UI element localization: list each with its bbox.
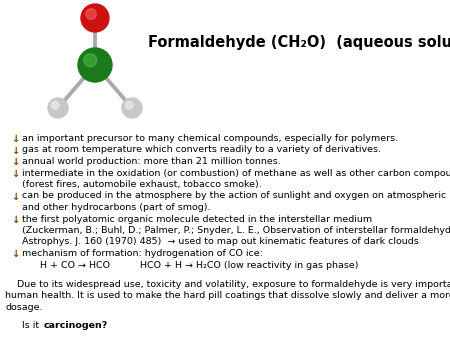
Text: ↓: ↓ xyxy=(11,134,19,144)
Text: intermediate in the oxidation (or combustion) of methane as well as other carbon: intermediate in the oxidation (or combus… xyxy=(22,169,450,177)
Text: ↓: ↓ xyxy=(11,192,19,201)
Text: ↓: ↓ xyxy=(11,215,19,224)
Text: H + CO → HCO          HCO + H → H₂CO (low reactivity in gas phase): H + CO → HCO HCO + H → H₂CO (low reactiv… xyxy=(22,261,359,269)
Circle shape xyxy=(126,101,133,109)
Text: ↓: ↓ xyxy=(11,145,19,155)
Text: annual world production: more than 21 million tonnes.: annual world production: more than 21 mi… xyxy=(22,157,281,166)
Text: Due to its widespread use, toxicity and volatility, exposure to formaldehyde is : Due to its widespread use, toxicity and … xyxy=(5,280,450,289)
Text: can be produced in the atmosphere by the action of sunlight and oxygen on atmosp: can be produced in the atmosphere by the… xyxy=(22,192,450,200)
Text: human health. It is used to make the hard pill coatings that dissolve slowly and: human health. It is used to make the har… xyxy=(5,291,450,300)
Text: ↓: ↓ xyxy=(11,157,19,167)
Circle shape xyxy=(81,4,109,32)
Text: (Zuckerman, B.; Buhl, D.; Palmer, P.; Snyder, L. E., Observation of interstellar: (Zuckerman, B.; Buhl, D.; Palmer, P.; Sn… xyxy=(22,226,450,235)
Circle shape xyxy=(122,98,142,118)
Text: Is it: Is it xyxy=(22,320,42,330)
Text: carcinogen?: carcinogen? xyxy=(43,320,108,330)
Text: Astrophys. J. 160 (1970) 485)  → used to map out kinematic features of dark clou: Astrophys. J. 160 (1970) 485) → used to … xyxy=(22,238,419,246)
Text: an important precursor to many chemical compounds, especially for polymers.: an important precursor to many chemical … xyxy=(22,134,398,143)
Circle shape xyxy=(84,54,97,67)
Text: dosage.: dosage. xyxy=(5,303,42,312)
Text: Formaldehyde (CH₂O)  (aqueous solution: formol): Formaldehyde (CH₂O) (aqueous solution: f… xyxy=(148,34,450,49)
Text: ↓: ↓ xyxy=(11,169,19,178)
Circle shape xyxy=(48,98,68,118)
Circle shape xyxy=(86,9,96,19)
Text: gas at room temperature which converts readily to a variety of derivatives.: gas at room temperature which converts r… xyxy=(22,145,381,154)
Circle shape xyxy=(51,101,59,109)
Text: mechanism of formation: hydrogenation of CO ice:: mechanism of formation: hydrogenation of… xyxy=(22,249,263,258)
Text: the first polyatomic organic molecule detected in the interstellar medium: the first polyatomic organic molecule de… xyxy=(22,215,372,223)
Text: (forest fires, automobile exhaust, tobacco smoke).: (forest fires, automobile exhaust, tobac… xyxy=(22,180,262,189)
Circle shape xyxy=(78,48,112,82)
Text: ↓: ↓ xyxy=(11,249,19,259)
Text: and other hydrocarbons (part of smog).: and other hydrocarbons (part of smog). xyxy=(22,203,211,212)
